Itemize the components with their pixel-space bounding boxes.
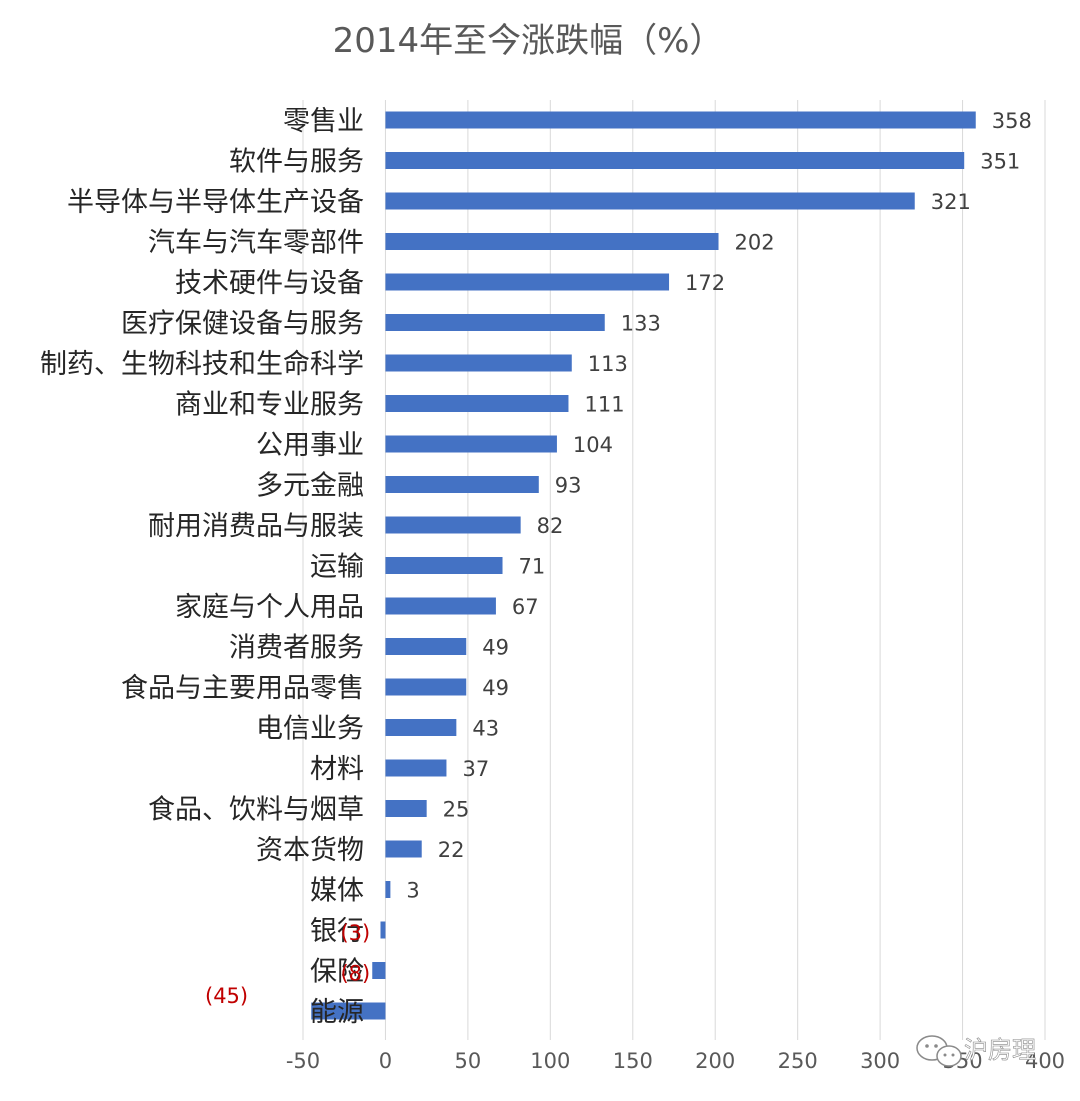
x-tick-label: 200	[695, 1049, 735, 1073]
category-label: 电信业务	[256, 714, 364, 745]
category-labels: 零售业软件与服务半导体与半导体生产设备汽车与汽车零部件技术硬件与设备医疗保健设备…	[40, 106, 364, 1028]
bar	[385, 435, 557, 453]
data-label: 321	[931, 190, 971, 214]
bar	[385, 273, 670, 291]
category-label: 零售业	[283, 106, 364, 137]
bars	[311, 111, 976, 1020]
bar	[380, 921, 386, 939]
category-label: 消费者服务	[229, 633, 364, 664]
bar	[385, 192, 915, 210]
bar	[385, 395, 569, 412]
bar	[385, 557, 503, 574]
category-label: 医疗保健设备与服务	[121, 309, 364, 340]
data-labels: 3583513212021721331131111049382716749494…	[205, 109, 1032, 1008]
bar	[385, 800, 427, 817]
category-label: 商业和专业服务	[175, 390, 364, 421]
bar	[385, 881, 391, 898]
category-label: 多元金融	[256, 471, 364, 502]
category-label: 耐用消费品与服装	[148, 511, 364, 542]
x-tick-label: 300	[860, 1049, 900, 1073]
data-label: 67	[512, 595, 539, 619]
x-tick-label: 150	[613, 1049, 653, 1073]
bar	[385, 678, 467, 696]
bar	[385, 233, 719, 250]
data-label: 37	[462, 757, 489, 781]
category-label: 汽车与汽车零部件	[148, 228, 364, 259]
data-label: 202	[735, 231, 775, 255]
category-label: 家庭与个人用品	[175, 592, 364, 623]
category-label: 材料	[310, 754, 364, 785]
category-label: 制药、生物科技和生命科学	[40, 349, 364, 380]
x-tick-label: 50	[455, 1049, 482, 1073]
bar	[385, 476, 539, 493]
bar	[385, 719, 457, 736]
data-label: 111	[584, 393, 624, 417]
bar	[385, 516, 521, 534]
data-label: 71	[519, 555, 546, 579]
bar	[385, 638, 467, 655]
watermark: 沪房理	[916, 1035, 1036, 1067]
x-tick-label: -50	[286, 1049, 320, 1073]
bar	[385, 597, 496, 615]
category-label: 运输	[310, 552, 364, 583]
bar	[385, 354, 572, 372]
data-label: 25	[443, 798, 470, 822]
bar	[385, 759, 447, 777]
data-label: 351	[980, 150, 1020, 174]
data-label: 49	[482, 676, 509, 700]
data-label: 358	[992, 109, 1032, 133]
data-label: 22	[438, 838, 465, 862]
data-label: 82	[537, 514, 564, 538]
data-label: 3	[406, 879, 419, 903]
bar	[385, 314, 605, 331]
data-label: (8)	[340, 962, 370, 986]
x-tick-label: 250	[778, 1049, 818, 1073]
category-label: 媒体	[310, 876, 364, 907]
data-label: 133	[621, 312, 661, 336]
category-label: 能源	[310, 997, 364, 1028]
data-label: 49	[482, 636, 509, 660]
data-label: 104	[573, 433, 613, 457]
category-label: 食品、饮料与烟草	[148, 795, 364, 826]
data-label: 43	[472, 717, 499, 741]
category-label: 银行	[310, 916, 364, 947]
x-tick-label: 100	[530, 1049, 570, 1073]
bar	[385, 152, 965, 169]
gridlines	[302, 100, 1046, 1040]
category-label: 公用事业	[256, 430, 364, 461]
chart-title: 2014年至今涨跌幅（%）	[333, 21, 724, 61]
category-label: 资本货物	[256, 835, 364, 866]
data-label: 113	[588, 352, 628, 376]
data-label: 93	[555, 474, 582, 498]
bar	[385, 111, 976, 129]
category-label: 技术硬件与设备	[175, 268, 364, 299]
category-label: 食品与主要用品零售	[121, 673, 364, 704]
category-label: 半导体与半导体生产设备	[67, 187, 364, 218]
watermark-text: 沪房理	[964, 1036, 1036, 1064]
bar	[385, 840, 422, 858]
category-label: 保险	[310, 957, 364, 988]
bar	[311, 1002, 386, 1020]
data-label: 172	[685, 271, 725, 295]
x-tick-label: 0	[379, 1049, 392, 1073]
data-label: (3)	[340, 921, 370, 945]
category-label: 软件与服务	[229, 147, 364, 178]
wechat-icon	[916, 1035, 962, 1067]
bar	[372, 962, 386, 979]
x-tick-label: 400	[1025, 1049, 1065, 1073]
data-label: (45)	[205, 984, 248, 1008]
